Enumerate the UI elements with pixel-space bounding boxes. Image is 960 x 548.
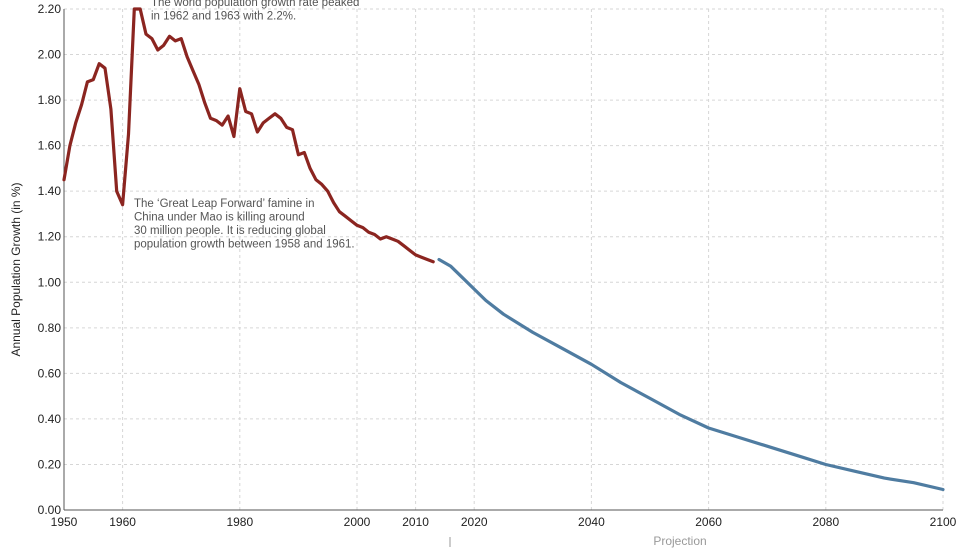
y-tick-label: 2.00 bbox=[38, 48, 62, 62]
x-tick-label: 2000 bbox=[344, 515, 371, 529]
x-tick-label: 2040 bbox=[578, 515, 605, 529]
x-tick-label: 2010 bbox=[402, 515, 429, 529]
x-tick-label: 2060 bbox=[695, 515, 722, 529]
y-tick-label: 0.20 bbox=[38, 457, 62, 471]
y-tick-label: 1.40 bbox=[38, 184, 62, 198]
y-tick-label: 1.80 bbox=[38, 93, 62, 107]
y-tick-label: 1.20 bbox=[38, 230, 62, 244]
annotation-line: The world population growth rate peaked bbox=[151, 0, 359, 9]
annotation-great-leap-forward: The ‘Great Leap Forward’ famine in China … bbox=[134, 198, 355, 251]
x-tick-label: 2100 bbox=[930, 515, 957, 529]
y-tick-label: 1.60 bbox=[38, 139, 62, 153]
x-tick-label: 1950 bbox=[51, 515, 78, 529]
y-tick-label: 0.80 bbox=[38, 321, 62, 335]
annotation-line: population growth between 1958 and 1961. bbox=[134, 239, 355, 251]
annotation-peak: The world population growth rate peaked i… bbox=[151, 0, 359, 23]
x-axis-ticks: 1950 1960 1980 2000 2010 2020 2040 2060 2080 2100 bbox=[51, 515, 957, 529]
x-tick-label: 1960 bbox=[109, 515, 136, 529]
annotation-text: The world population growth rate peaked i… bbox=[151, 0, 359, 23]
y-axis-ticks: 0.00 0.20 0.40 0.60 0.80 1.00 1.20 1.40 1.60 1.80… bbox=[38, 2, 62, 517]
series-lines bbox=[62, 7, 945, 492]
y-tick-label: 0.00 bbox=[38, 503, 62, 517]
x-tick-label: 2020 bbox=[461, 515, 488, 529]
x-tick-label: 2080 bbox=[812, 515, 839, 529]
historical-series-line bbox=[62, 7, 435, 264]
y-tick-label: 1.00 bbox=[38, 275, 62, 289]
annotation-text: The ‘Great Leap Forward’ famine in China … bbox=[134, 198, 355, 251]
y-tick-label: 2.20 bbox=[38, 2, 62, 16]
x-tick-label: 1980 bbox=[226, 515, 253, 529]
y-tick-label: 0.60 bbox=[38, 366, 62, 380]
projection-label: Projection bbox=[653, 534, 706, 548]
annotation-line: The ‘Great Leap Forward’ famine in bbox=[134, 198, 314, 210]
annotation-line: in 1962 and 1963 with 2.2%. bbox=[151, 11, 296, 23]
y-axis-label: Annual Population Growth (in %) bbox=[9, 182, 23, 356]
annotation-line: China under Mao is killing around bbox=[134, 212, 305, 224]
y-tick-label: 0.40 bbox=[38, 412, 62, 426]
grid-lines bbox=[64, 8, 944, 510]
projection-series-line bbox=[437, 257, 945, 492]
annotation-line: 30 million people. It is reducing global bbox=[134, 225, 326, 237]
